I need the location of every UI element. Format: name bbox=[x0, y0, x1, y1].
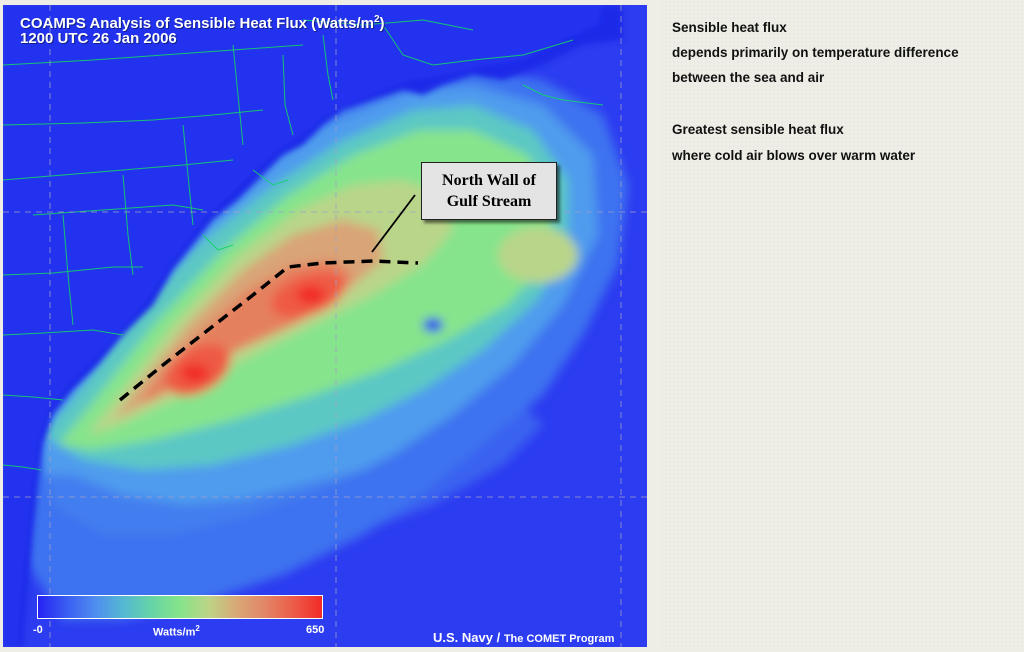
map-subtitle: 1200 UTC 26 Jan 2006 bbox=[20, 30, 177, 47]
notes-panel bbox=[660, 0, 1024, 652]
flux-patch-east bbox=[498, 227, 578, 283]
note-line-2: depends primarily on temperature differe… bbox=[672, 45, 959, 60]
credit-line: U.S. Navy / The COMET Program bbox=[433, 630, 614, 645]
scale-unit-text: Watts/m bbox=[153, 626, 196, 639]
credit-small: The COMET Program bbox=[503, 633, 615, 645]
note-line-5: where cold air blows over warm water bbox=[672, 148, 916, 163]
note-line-1: Sensible heat flux bbox=[672, 20, 787, 35]
flux-band-south-edge bbox=[33, 405, 543, 590]
map-title: COAMPS Analysis of Sensible Heat Flux (W… bbox=[20, 11, 385, 33]
color-scale-bar bbox=[37, 595, 323, 619]
scale-min-label: -0 bbox=[33, 624, 43, 636]
land-area bbox=[3, 5, 623, 647]
coast-highlight bbox=[3, 5, 603, 647]
scale-unit-sup: 2 bbox=[195, 624, 200, 633]
annotation-line-2: Gulf Stream bbox=[446, 193, 532, 210]
gulf-stream-north-wall-line bbox=[118, 259, 419, 402]
annotation-pointer bbox=[371, 194, 416, 253]
annotation-line-1: North Wall of bbox=[442, 172, 536, 189]
lat-lon-grid bbox=[3, 5, 647, 647]
scale-max-label: 650 bbox=[306, 624, 325, 636]
credit-main: U.S. Navy / bbox=[433, 630, 501, 645]
note-line-4: Greatest sensible heat flux bbox=[672, 122, 844, 137]
map-title-sup: 2 bbox=[373, 14, 380, 25]
map-graphic bbox=[3, 5, 647, 647]
flux-peak-north bbox=[297, 286, 325, 304]
scale-unit-label: Watts/m2 bbox=[153, 624, 200, 639]
flux-peak-south bbox=[181, 364, 209, 382]
note-line-3: between the sea and air bbox=[672, 70, 825, 85]
flux-low-spot bbox=[423, 318, 443, 332]
heat-flux-map: COAMPS Analysis of Sensible Heat Flux (W… bbox=[3, 5, 647, 647]
map-title-text: COAMPS Analysis of Sensible Heat Flux (W… bbox=[20, 15, 374, 32]
political-borders bbox=[3, 19, 604, 471]
annotation-box: North Wall of Gulf Stream bbox=[421, 162, 557, 220]
map-title-end: ) bbox=[379, 15, 385, 32]
